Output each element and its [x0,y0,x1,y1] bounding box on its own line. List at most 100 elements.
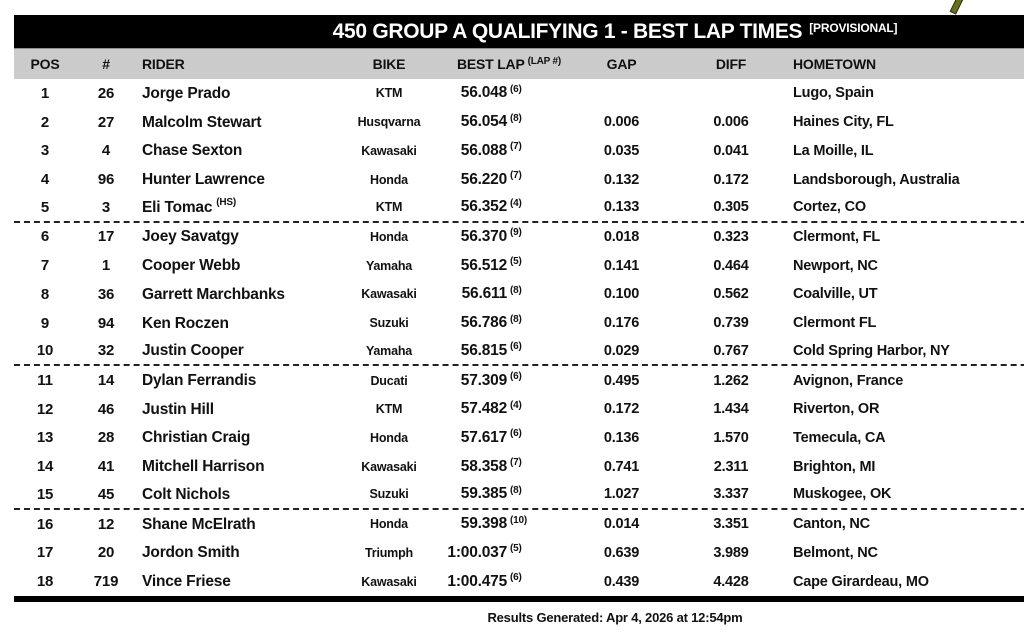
rider-name-text: Chase Sexton [142,142,243,160]
hometown: Canton, NC [793,516,870,533]
hometown: Newport, NC [793,257,878,274]
rider-name: Eli Tomac (HS) [136,197,334,217]
bike-brand: KTM [375,402,403,417]
position-value: 5 [40,198,50,216]
best-lap-lap-number: (6) [510,371,522,383]
table-row: 1 26 Jorge Prado KTM 56.048 (6) Lugo, Sp… [14,79,1024,108]
hometown: Coalville, UT [793,286,878,303]
best-lap-time: 56.815 [460,341,507,359]
page-title: 450 GROUP A QUALIFYING 1 - BEST LAP TIME… [332,19,803,43]
best-lap-time: 59.385 [460,485,507,503]
best-lap-time: 57.617 [460,428,507,446]
table-row: 4 96 Hunter Lawrence Honda 56.220 (7) 0.… [14,165,1024,194]
diff-value: 0.305 [713,199,749,216]
hometown: Cold Spring Harbor, NY [793,342,950,359]
position-value: 17 [36,544,54,562]
best-lap-time: 57.482 [460,400,507,418]
bike-brand: KTM [375,200,403,215]
provisional-tag: [PROVISIONAL] [809,20,898,35]
rider-name: Dylan Ferrandis [136,371,334,390]
diff-value: 1.434 [713,401,749,418]
best-lap-cell: 58.358 (7) [444,457,574,476]
position-value: 16 [36,515,54,533]
rider-name-text: Jordon Smith [142,544,240,562]
rider-number: 96 [97,171,115,189]
results-generated-text: Results Generated: Apr 4, 2026 at 12:54p… [487,609,743,625]
gap-value: 0.495 [603,372,640,389]
column-header-number: # [102,56,110,72]
rider-number: 1 [101,257,111,275]
table-row: 5 3 Eli Tomac (HS) KTM 56.352 (4) 0.133 0… [14,194,1024,223]
rider-number: 3 [101,198,111,216]
rider-name: Malcolm Stewart [136,113,334,132]
rider-number: 27 [97,113,115,131]
gap-value: 0.100 [603,286,640,303]
best-lap-lap-number: (7) [510,457,522,469]
rider-name: Ken Roczen [136,314,334,333]
best-lap-time: 1:00.037 [447,543,507,561]
rider-name-text: Garrett Marchbanks [142,285,285,303]
position-value: 9 [40,314,50,332]
gap-value: 0.006 [603,114,640,131]
best-lap-lap-number: (6) [510,572,522,584]
position-value: 11 [37,372,53,390]
best-lap-time: 57.309 [460,371,507,389]
table-row: 17 20 Jordon Smith Triumph 1:00.037 (5) … [14,539,1024,568]
diff-value: 1.570 [713,429,749,446]
bike-brand: Kawasaki [361,574,417,589]
title-bar: 450 GROUP A QUALIFYING 1 - BEST LAP TIME… [14,15,1024,48]
best-lap-cell: 56.611 (8) [444,285,574,303]
rider-number: 41 [97,458,115,476]
rider-number: 28 [97,429,115,447]
column-header-bike: BIKE [372,56,406,72]
position-value: 10 [36,342,54,360]
hometown: Brighton, MI [793,458,876,475]
gap-value: 0.639 [603,544,640,561]
column-header-pos: POS [30,56,60,72]
rider-name-text: Mitchell Harrison [142,458,265,476]
best-lap-time: 56.611 [461,285,508,303]
diff-value: 0.739 [713,315,749,332]
bike-brand: Ducati [370,373,408,388]
hometown: Temecula, CA [793,429,886,446]
best-lap-cell: 56.054 (8) [444,113,574,131]
best-lap-cell: 56.352 (4) [444,198,574,216]
rider-number: 26 [97,84,115,102]
best-lap-time: 56.352 [460,198,507,216]
rider-name-text: Colt Nichols [142,486,231,503]
rider-number: 46 [97,400,115,418]
bike-brand: Suzuki [369,316,409,331]
rider-number: 45 [97,485,115,503]
gap-value: 0.176 [603,315,640,332]
column-header-gap: GAP [606,56,637,72]
best-lap-lap-number: (8) [510,484,522,496]
table-row: 3 4 Chase Sexton Kawasaki 56.088 (7) 0.0… [14,136,1024,165]
best-lap-lap-number: (8) [510,313,522,325]
rider-name: Christian Craig [136,428,334,447]
best-lap-lap-number: (4) [510,197,522,209]
table-row: 15 45 Colt Nichols Suzuki 59.385 (8) 1.0… [14,481,1024,510]
best-lap-cell: 57.617 (6) [444,428,574,447]
rider-number: 94 [97,314,115,332]
best-lap-lap-number: (4) [510,399,522,411]
hometown: Landsborough, Australia [793,171,960,188]
gap-value: 0.018 [603,228,640,245]
best-lap-cell: 56.512 (5) [444,256,574,275]
rider-number: 14 [97,372,115,390]
rider-number: 4 [101,142,111,160]
position-value: 15 [36,485,54,503]
rider-number: 12 [97,515,115,533]
gap-value: 0.035 [603,142,640,159]
hometown: Cortez, CO [793,199,866,216]
hometown: Lugo, Spain [793,85,874,102]
diff-value: 3.989 [713,544,749,561]
best-lap-lap-number: (5) [510,543,522,555]
rider-number: 20 [97,544,115,562]
diff-value: 4.428 [713,573,749,590]
position-value: 13 [36,429,54,447]
rider-number: 17 [97,228,115,246]
position-value: 2 [40,113,50,131]
table-row: 6 17 Joey Savatgy Honda 56.370 (9) 0.018… [14,223,1024,252]
best-lap-time: 56.088 [460,141,507,159]
best-lap-lap-number: (6) [510,428,522,440]
